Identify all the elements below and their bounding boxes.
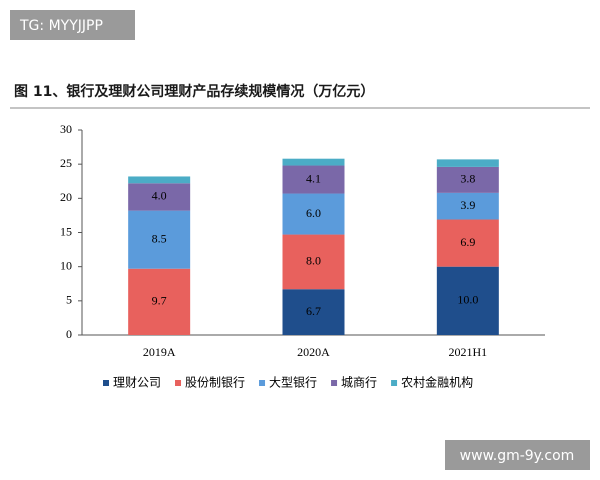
bar-segment: [282, 193, 345, 235]
data-label: 4.0: [152, 189, 167, 203]
y-tick-label: 15: [60, 224, 72, 238]
bar-segment: [282, 158, 345, 166]
bar-segment: [436, 192, 499, 220]
bar-segment: [436, 159, 499, 167]
legend-label: 大型银行: [269, 376, 317, 390]
y-tick-label: 25: [60, 156, 72, 170]
y-tick-label: 30: [60, 122, 72, 136]
bar-segment: [128, 183, 191, 211]
data-label: 10.0: [457, 293, 478, 307]
bar-segment: [436, 166, 499, 193]
bar-segment: [128, 210, 191, 269]
y-tick-label: 10: [60, 258, 72, 272]
data-label: 9.7: [152, 294, 167, 308]
watermark-box: [10, 10, 135, 40]
data-label: 6.7: [306, 304, 321, 318]
watermark: TG: MYYJJPP: [19, 18, 103, 34]
y-tick-label: 5: [66, 293, 72, 307]
legend-swatch: [175, 380, 182, 386]
watermark-box: [445, 440, 590, 470]
data-label: 6.0: [306, 206, 321, 220]
data-label: 3.8: [460, 172, 475, 186]
data-label: 8.0: [306, 254, 321, 268]
legend-swatch: [391, 380, 398, 386]
bar-segment: [436, 219, 499, 267]
bar-segment: [282, 234, 345, 290]
watermark: www.gm-9y.com: [460, 448, 575, 464]
legend-swatch: [103, 380, 109, 386]
data-label: 3.9: [460, 198, 475, 212]
legend-swatch: [331, 380, 338, 386]
chart-title: 图 11、银行及理财公司理财产品存续规模情况（万亿元）: [14, 83, 374, 100]
data-label: 4.1: [306, 171, 321, 185]
x-tick-label: 2020A: [297, 345, 330, 359]
data-label: 6.9: [460, 235, 475, 249]
legend-label: 理财公司: [113, 376, 161, 390]
bar-segment: [282, 289, 345, 335]
x-tick-label: 2019A: [143, 345, 176, 359]
y-tick-label: 0: [66, 327, 72, 341]
bar-segment: [128, 268, 191, 335]
bar-segment: [282, 165, 345, 194]
legend-label: 农村金融机构: [401, 375, 473, 390]
bar-segment: [436, 266, 499, 335]
x-tick-label: 2021H1: [448, 345, 487, 359]
legend-swatch: [259, 380, 266, 386]
data-label: 8.5: [152, 231, 167, 245]
bar-segment: [128, 176, 191, 184]
legend-label: 城商行: [341, 375, 377, 390]
legend-label: 股份制银行: [185, 376, 245, 390]
y-tick-label: 20: [60, 190, 72, 204]
